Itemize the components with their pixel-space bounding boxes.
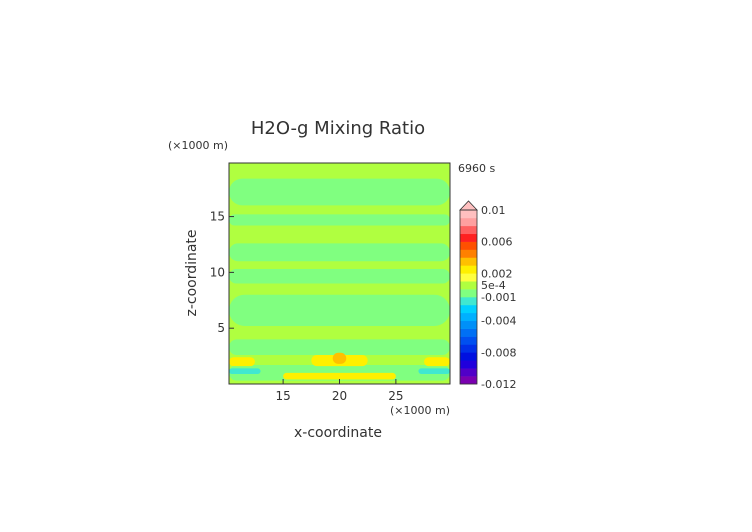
colorbar-frame (459, 209, 478, 385)
x-axis: 15 20 25 (275, 379, 404, 403)
y-tick-label: 10 (210, 265, 225, 279)
colorbar-swatch (460, 265, 477, 274)
colorbar-swatch (460, 360, 477, 369)
colorbar-swatch (460, 289, 477, 298)
colorbar-swatch (460, 368, 477, 377)
colorbar-swatch (460, 233, 477, 242)
y-axis-label: z-coordinate (184, 229, 200, 316)
time-label: 6960 s (458, 162, 495, 175)
colorbar-swatch (460, 352, 477, 361)
colorbar-swatch (460, 217, 477, 227)
colorbar-label: -0.012 (481, 378, 516, 391)
colorbar-swatch (460, 249, 477, 258)
y-tick-label: 5 (217, 321, 225, 335)
colorbar-swatch (460, 376, 477, 385)
heatmap-region (229, 294, 450, 326)
colorbar-swatch (460, 312, 477, 322)
heatmap-region (229, 243, 450, 262)
colorbar-label: -0.001 (481, 291, 516, 304)
colorbar-label: -0.008 (481, 346, 516, 359)
colorbar-label: 0.002 (481, 267, 513, 280)
x-axis-label: x-coordinate (294, 425, 382, 441)
colorbar-swatch (460, 225, 477, 235)
colorbar-swatch (460, 328, 477, 337)
heatmap-region (283, 372, 396, 380)
colorbar-swatch (460, 210, 477, 219)
colorbar-swatch (460, 336, 477, 345)
x-unit-label: (×1000 m) (390, 404, 450, 417)
colorbar-label: 0.006 (481, 236, 513, 249)
y-unit-label: (×1000 m) (168, 139, 228, 152)
heatmap-region (229, 339, 450, 355)
colorbar-extend-arrow (459, 200, 478, 211)
colorbar-swatch (460, 241, 477, 250)
y-tick-label: 15 (210, 210, 225, 224)
heatmap-region (229, 178, 450, 206)
colorbar-swatch (460, 273, 477, 282)
heatmap-region (424, 357, 450, 367)
heatmap-region (229, 214, 450, 226)
heatmap-region (418, 368, 450, 374)
colorbar-swatch (460, 257, 477, 266)
colorbar-label: 5e-4 (481, 279, 506, 292)
colorbar-label: -0.004 (481, 315, 516, 328)
colorbar-swatch (460, 297, 477, 306)
colorbar (459, 200, 478, 385)
x-tick-label: 20 (332, 389, 347, 403)
heatmap-region (332, 352, 347, 364)
colorbar-label: 0.01 (481, 204, 506, 217)
colorbar-swatch (460, 281, 477, 290)
heatmap-region (229, 269, 450, 284)
colorbar-swatch (460, 344, 477, 353)
heatmap-region (229, 368, 261, 374)
colorbar-swatch (460, 320, 477, 329)
colorbar-swatch (460, 304, 477, 314)
heatmap-region (229, 357, 255, 367)
x-tick-label: 25 (388, 389, 403, 403)
y-axis: 5 10 15 (210, 210, 234, 335)
x-tick-label: 15 (275, 389, 290, 403)
heatmap-field (229, 163, 450, 384)
chart-title: H2O-g Mixing Ratio (251, 118, 425, 139)
